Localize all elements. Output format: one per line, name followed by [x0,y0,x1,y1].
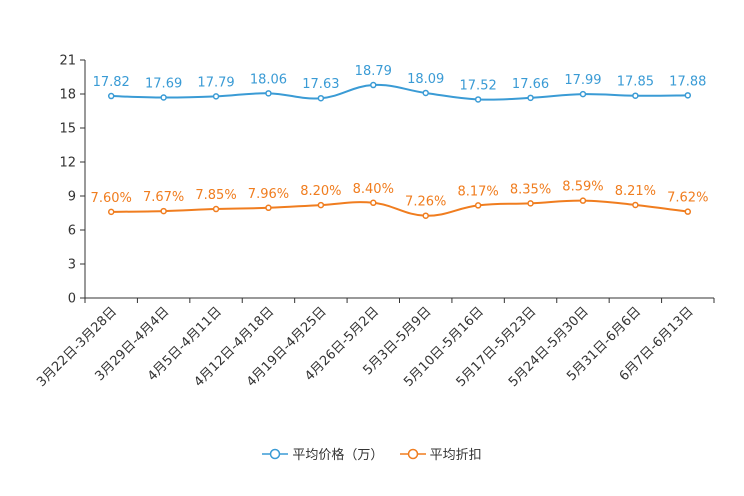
data-point-price [265,90,272,97]
data-label-price: 17.85 [617,75,654,90]
data-label-discount: 7.62% [667,191,708,206]
data-point-discount [422,212,429,219]
legend-discount-marker-icon [399,448,426,459]
data-label-discount: 7.67% [143,190,184,205]
series-price: 17.82 17.69 17.79 18.06 17.63 18.79 18.09 17.52… [93,64,706,103]
data-label-discount: 8.40% [353,182,394,197]
data-point-discount [317,201,325,209]
data-point-price [160,94,167,101]
data-point-price [684,92,692,99]
y-tick-label: 9 [68,190,76,205]
data-point-discount [107,208,115,216]
y-tick-label: 0 [68,292,76,307]
data-label-price: 18.06 [250,72,287,87]
legend-item-price[interactable]: 平均价格（万） [262,444,383,463]
data-point-price [370,81,377,89]
data-label-discount: 7.26% [405,195,446,210]
data-point-discount [632,201,639,209]
data-label-discount: 8.17% [457,184,498,199]
data-label-price: 17.88 [669,74,706,89]
y-tick-label: 18 [59,88,76,103]
series-line-discount [111,199,688,217]
legend-price-marker-icon [262,448,289,459]
legend-item-discount[interactable]: 平均折扣 [399,444,482,463]
legend: 平均价格（万） 平均折扣 [0,444,744,464]
data-point-discount [527,200,534,207]
data-label-price: 17.82 [93,75,130,90]
data-label-discount: 7.85% [195,188,236,203]
data-label-price: 17.63 [302,77,339,92]
data-label-price: 17.52 [460,78,497,93]
y-tick-label: 6 [68,224,76,239]
legend-discount-label: 平均折扣 [429,448,482,463]
data-point-price [632,92,639,99]
data-point-discount [265,204,272,212]
data-point-discount [212,205,220,213]
data-label-price: 18.79 [355,64,392,79]
y-tick-label: 15 [59,122,76,137]
data-label-price: 17.69 [145,77,182,92]
data-point-price [579,90,587,98]
data-label-discount: 7.60% [91,191,132,206]
y-tick-label: 21 [59,54,76,69]
series-discount: 7.60% 7.67% 7.85% 7.96% 8.20% 8.40% 7.26% 8.17%… [91,180,708,219]
series-line-price [111,83,688,101]
data-label-discount: 8.20% [300,184,341,199]
data-point-price [317,94,325,102]
data-point-price [107,92,115,100]
data-label-price: 17.79 [197,75,234,90]
y-tick-label: 12 [59,156,76,171]
data-label-price: 17.99 [564,73,601,88]
data-point-discount [684,208,692,215]
legend-price-label: 平均价格（万） [292,448,384,463]
data-label-discount: 8.35% [510,182,551,197]
x-axis: 3月22日-3月28日3月29日-4月4日4月5日-4月11日4月12日-4月1… [34,297,715,390]
data-point-price [422,89,429,97]
y-axis: 0 3 6 9 12 15 18 21 [59,54,86,307]
data-label-price: 18.09 [407,72,444,87]
data-label-discount: 8.59% [562,180,603,195]
y-tick-label: 3 [68,258,76,273]
series-layer: 17.82 17.69 17.79 18.06 17.63 18.79 18.09 17.52… [91,64,708,219]
data-point-price [474,96,482,103]
data-point-discount [160,207,167,215]
data-label-price: 17.66 [512,77,549,92]
data-point-discount [474,202,482,209]
data-label-discount: 7.96% [248,187,289,202]
data-point-price [212,93,220,100]
data-label-discount: 8.21% [615,184,656,199]
data-point-discount [579,197,587,204]
data-point-discount [370,199,377,207]
data-point-price [527,94,534,102]
